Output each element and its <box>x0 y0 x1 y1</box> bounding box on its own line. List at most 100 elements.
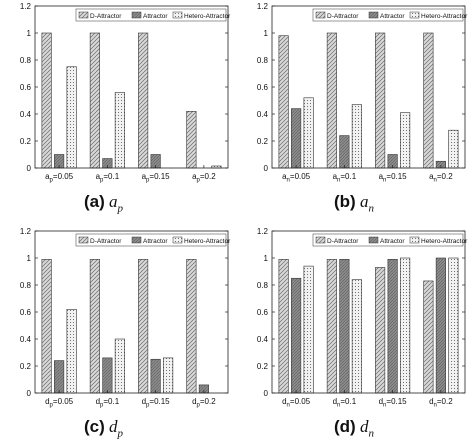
y-tick-label: 0.6 <box>257 308 269 317</box>
y-tick-label: 0.6 <box>20 308 32 317</box>
y-tick-label: 1 <box>264 29 269 38</box>
x-tick-label: dp=0.2 <box>192 397 216 409</box>
x-tick-label: an=0.2 <box>429 172 453 184</box>
legend-label: Hetero-Attractor <box>184 238 231 245</box>
chart-panel-d: 0 0.2 0.4 0.6 0.8 1 1.2 dn=0.05 dn=0.1 dn=0.15 dn=… <box>257 227 468 409</box>
caption-a-var: a <box>109 192 118 211</box>
bar-d-attractor-3 <box>138 259 149 394</box>
legend-label: Attractor <box>380 238 405 245</box>
caption-c: (c) dp <box>84 417 123 439</box>
caption-b-var: a <box>359 192 369 211</box>
bar-d-attractor-1 <box>278 259 289 394</box>
y-tick-label: 0.6 <box>257 83 269 92</box>
y-tick-label: 0.6 <box>20 83 32 92</box>
legend-label: D-Attractor <box>90 238 122 245</box>
bar-hetero-attractor-3 <box>400 112 411 169</box>
x-tick-label: an=0.05 <box>282 172 311 184</box>
y-tick-label: 1 <box>27 29 32 38</box>
bar-d-attractor-2 <box>89 32 100 169</box>
caption-d: (d) dn <box>334 417 374 439</box>
y-tick-label: 0.4 <box>257 110 269 119</box>
legend-swatch <box>315 236 326 244</box>
bar-d-attractor-4 <box>423 32 434 169</box>
legend-label: Hetero-Attractor <box>184 13 231 20</box>
bar-d-attractor-1 <box>41 259 52 394</box>
legend-swatch <box>368 11 379 19</box>
y-tick-label: 0 <box>264 389 269 398</box>
bar-attractor-3 <box>150 358 161 394</box>
y-tick-label: 1.2 <box>257 227 269 236</box>
axes-box <box>34 230 229 394</box>
x-tick-label: dn=0.05 <box>282 397 311 409</box>
x-tick-label: ap=0.1 <box>96 172 120 184</box>
caption-d-label: (d) <box>334 417 356 436</box>
caption-a-sub: p <box>117 202 124 215</box>
y-tick-label: 0 <box>27 389 32 398</box>
legend-swatch <box>409 236 420 244</box>
bar-d-attractor-1 <box>278 35 289 169</box>
bar-d-attractor-2 <box>326 259 337 394</box>
bar-attractor-2 <box>339 135 350 169</box>
caption-a-label: (a) <box>84 192 105 211</box>
legend-swatch <box>78 11 89 19</box>
y-tick-label: 0.2 <box>20 137 32 146</box>
caption-c-sub: p <box>117 427 124 440</box>
y-tick-label: 0.8 <box>257 56 269 65</box>
y-tick-label: 0 <box>27 164 32 173</box>
bar-hetero-attractor-2 <box>114 338 125 394</box>
legend-label: D-Attractor <box>90 13 122 20</box>
legend-box <box>75 8 227 22</box>
y-tick-label: 0.8 <box>20 56 32 65</box>
bar-hetero-attractor-4 <box>448 257 459 394</box>
y-tick-label: 0.4 <box>20 110 32 119</box>
x-tick-label: ap=0.2 <box>192 172 216 184</box>
legend-box <box>312 233 464 247</box>
caption-b-sub: n <box>368 202 374 215</box>
bar-hetero-attractor-2 <box>114 92 125 169</box>
legend-swatch <box>409 11 420 19</box>
legend-label: Attractor <box>143 13 168 20</box>
bar-attractor-2 <box>102 357 113 394</box>
caption-d-var: d <box>359 417 369 436</box>
legend-label: Hetero-Attractor <box>421 238 468 245</box>
bar-attractor-1 <box>54 360 65 394</box>
legend-swatch <box>131 11 142 19</box>
x-tick-label: dn=0.2 <box>429 397 453 409</box>
bar-attractor-3 <box>387 259 398 394</box>
x-tick-label: dn=0.15 <box>379 397 408 409</box>
x-tick-label: dp=0.15 <box>142 397 171 409</box>
bar-hetero-attractor-1 <box>303 97 314 169</box>
y-tick-label: 0.8 <box>257 281 269 290</box>
bar-d-attractor-3 <box>138 32 149 169</box>
bar-hetero-attractor-3 <box>163 357 174 394</box>
axes-box <box>34 5 229 169</box>
caption-b: (b) an <box>334 192 374 214</box>
x-tick-label: dp=0.1 <box>96 397 120 409</box>
bar-hetero-attractor-2 <box>351 104 362 169</box>
bar-d-attractor-1 <box>41 32 52 169</box>
bar-d-attractor-3 <box>375 267 386 394</box>
x-tick-label: dp=0.05 <box>45 397 74 409</box>
y-tick-label: 1.2 <box>20 227 32 236</box>
bar-d-attractor-2 <box>89 259 100 394</box>
axes-box <box>271 5 466 169</box>
x-tick-label: an=0.1 <box>333 172 357 184</box>
y-tick-label: 0.2 <box>257 362 269 371</box>
chart-panel-a: 0 0.2 0.4 0.6 0.8 1 1.2 ap=0.05 ap=0.1 ap=0.15 ap=… <box>20 2 231 184</box>
caption-d-sub: n <box>368 427 374 440</box>
bar-d-attractor-4 <box>423 280 434 394</box>
y-tick-label: 0.8 <box>20 281 32 290</box>
legend-label: Attractor <box>143 238 168 245</box>
legend-swatch <box>315 11 326 19</box>
caption-c-label: (c) <box>84 417 105 436</box>
caption-c-var: d <box>109 417 118 436</box>
chart-panel-b: 0 0.2 0.4 0.6 0.8 1 1.2 an=0.05 an=0.1 an=0.15 an=… <box>257 2 468 184</box>
bar-hetero-attractor-1 <box>66 66 77 169</box>
legend-swatch <box>131 236 142 244</box>
y-tick-label: 1 <box>27 254 32 263</box>
bar-hetero-attractor-4 <box>448 129 459 169</box>
legend-label: Hetero-Attractor <box>421 13 468 20</box>
bar-attractor-4 <box>435 257 446 394</box>
chart-panel-c: 0 0.2 0.4 0.6 0.8 1 1.2 dp=0.05 dp=0.1 dp=0.15 dp=… <box>20 227 231 409</box>
x-tick-label: ap=0.15 <box>142 172 171 184</box>
